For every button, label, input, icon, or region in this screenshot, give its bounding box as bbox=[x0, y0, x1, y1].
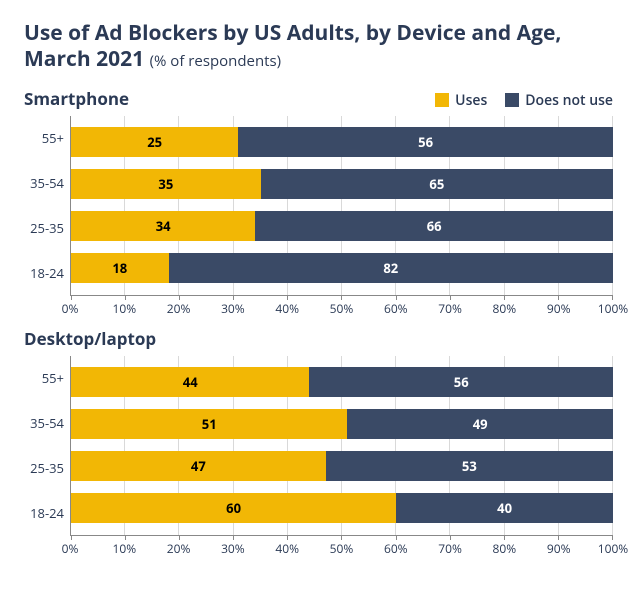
y-axis-labels: 55+ 35-54 25-35 18-24 bbox=[24, 356, 70, 536]
bar-segment-does-not-use: 66 bbox=[255, 211, 613, 241]
legend-swatch-does_not_use bbox=[505, 93, 519, 107]
legend-swatch-uses bbox=[435, 93, 449, 107]
bar-row: 3565 bbox=[71, 169, 613, 199]
bar-segment-does-not-use: 40 bbox=[396, 493, 613, 523]
panel-1: Desktop/laptop 55+ 35-54 25-35 18-24 4456 5149… bbox=[24, 327, 613, 557]
y-label: 18-24 bbox=[24, 507, 64, 520]
chart-area: 55+35-5425-3518-2425563565346618820%10%2… bbox=[24, 116, 613, 317]
panel-0: Smartphone Uses Does not use 55+ 35-54 25-35 1… bbox=[24, 87, 613, 317]
legend-item-uses: Uses bbox=[435, 91, 487, 110]
y-label: 35-54 bbox=[24, 177, 64, 190]
plot-wrap: 4456 5149 4753 6040 0%10%20%30%40%50%60%70%8… bbox=[70, 356, 613, 557]
bar-segment-uses: 34 bbox=[71, 211, 255, 241]
bars: 2556356534661882 bbox=[71, 116, 613, 295]
bar-row: 3466 bbox=[71, 211, 613, 241]
plot: 2556356534661882 bbox=[70, 116, 613, 296]
bar-segment-uses: 18 bbox=[71, 253, 169, 283]
plot-wrap: 25563565346618820%10%20%30%40%50%60%70%8… bbox=[70, 116, 613, 317]
y-axis-labels: 55+ 35-54 25-35 18-24 bbox=[24, 116, 70, 296]
chart-area: 55+ 35-54 25-35 18-24 4456 5149 4753 6040 0%10%2… bbox=[24, 356, 613, 557]
y-label: 25-35 bbox=[24, 462, 64, 475]
bar-segment-does-not-use: 49 bbox=[347, 409, 613, 439]
panel-title: Smartphone bbox=[24, 87, 129, 110]
bar-segment-uses: 60 bbox=[71, 493, 396, 523]
bar-segment-uses: 44 bbox=[71, 367, 309, 397]
bar-row: 5149 bbox=[71, 409, 613, 439]
y-label: 18-24 bbox=[24, 267, 64, 280]
bars: 4456 5149 4753 6040 bbox=[71, 356, 613, 535]
bar-row: 2556 bbox=[71, 127, 613, 157]
bar-segment-does-not-use: 65 bbox=[261, 169, 613, 199]
panel-header: Smartphone Uses Does not use bbox=[24, 87, 613, 110]
plot: 4456 5149 4753 6040 bbox=[70, 356, 613, 536]
x-axis-labels: 0%10%20%30%40%50%60%70%80%90%100% bbox=[70, 300, 613, 317]
y-label: 35-54 bbox=[24, 417, 64, 430]
bar-segment-does-not-use: 56 bbox=[238, 127, 613, 157]
title-main: Use of Ad Blockers by US Adults, by Devi… bbox=[24, 19, 561, 73]
y-label: 55+ bbox=[24, 372, 64, 385]
bar-segment-uses: 35 bbox=[71, 169, 261, 199]
y-label: 55+ bbox=[24, 132, 64, 145]
bar-segment-uses: 47 bbox=[71, 451, 326, 481]
bar-segment-uses: 25 bbox=[71, 127, 238, 157]
title-sub: (% of respondents) bbox=[150, 51, 282, 71]
bar-segment-does-not-use: 56 bbox=[309, 367, 613, 397]
panel-title: Desktop/laptop bbox=[24, 327, 156, 350]
bar-segment-uses: 51 bbox=[71, 409, 347, 439]
bar-segment-does-not-use: 53 bbox=[326, 451, 613, 481]
y-label: 25-35 bbox=[24, 222, 64, 235]
chart-title: Use of Ad Blockers by US Adults, by Devi… bbox=[24, 20, 613, 73]
legend-label-does_not_use: Does not use bbox=[525, 91, 613, 110]
chart-root: Smartphone Uses Does not use 55+ 35-54 25-35 1… bbox=[24, 87, 613, 557]
bar-row: 4753 bbox=[71, 451, 613, 481]
bar-row: 1882 bbox=[71, 253, 613, 283]
bar-row: 6040 bbox=[71, 493, 613, 523]
legend-label-uses: Uses bbox=[455, 91, 487, 110]
legend: Uses Does not use bbox=[435, 91, 613, 110]
bar-row: 4456 bbox=[71, 367, 613, 397]
panel-header: Desktop/laptop bbox=[24, 327, 613, 350]
legend-item-does_not_use: Does not use bbox=[505, 91, 613, 110]
bar-segment-does-not-use: 82 bbox=[169, 253, 613, 283]
x-axis-labels: 0%10%20%30%40%50%60%70%80%90%100% bbox=[70, 540, 613, 557]
